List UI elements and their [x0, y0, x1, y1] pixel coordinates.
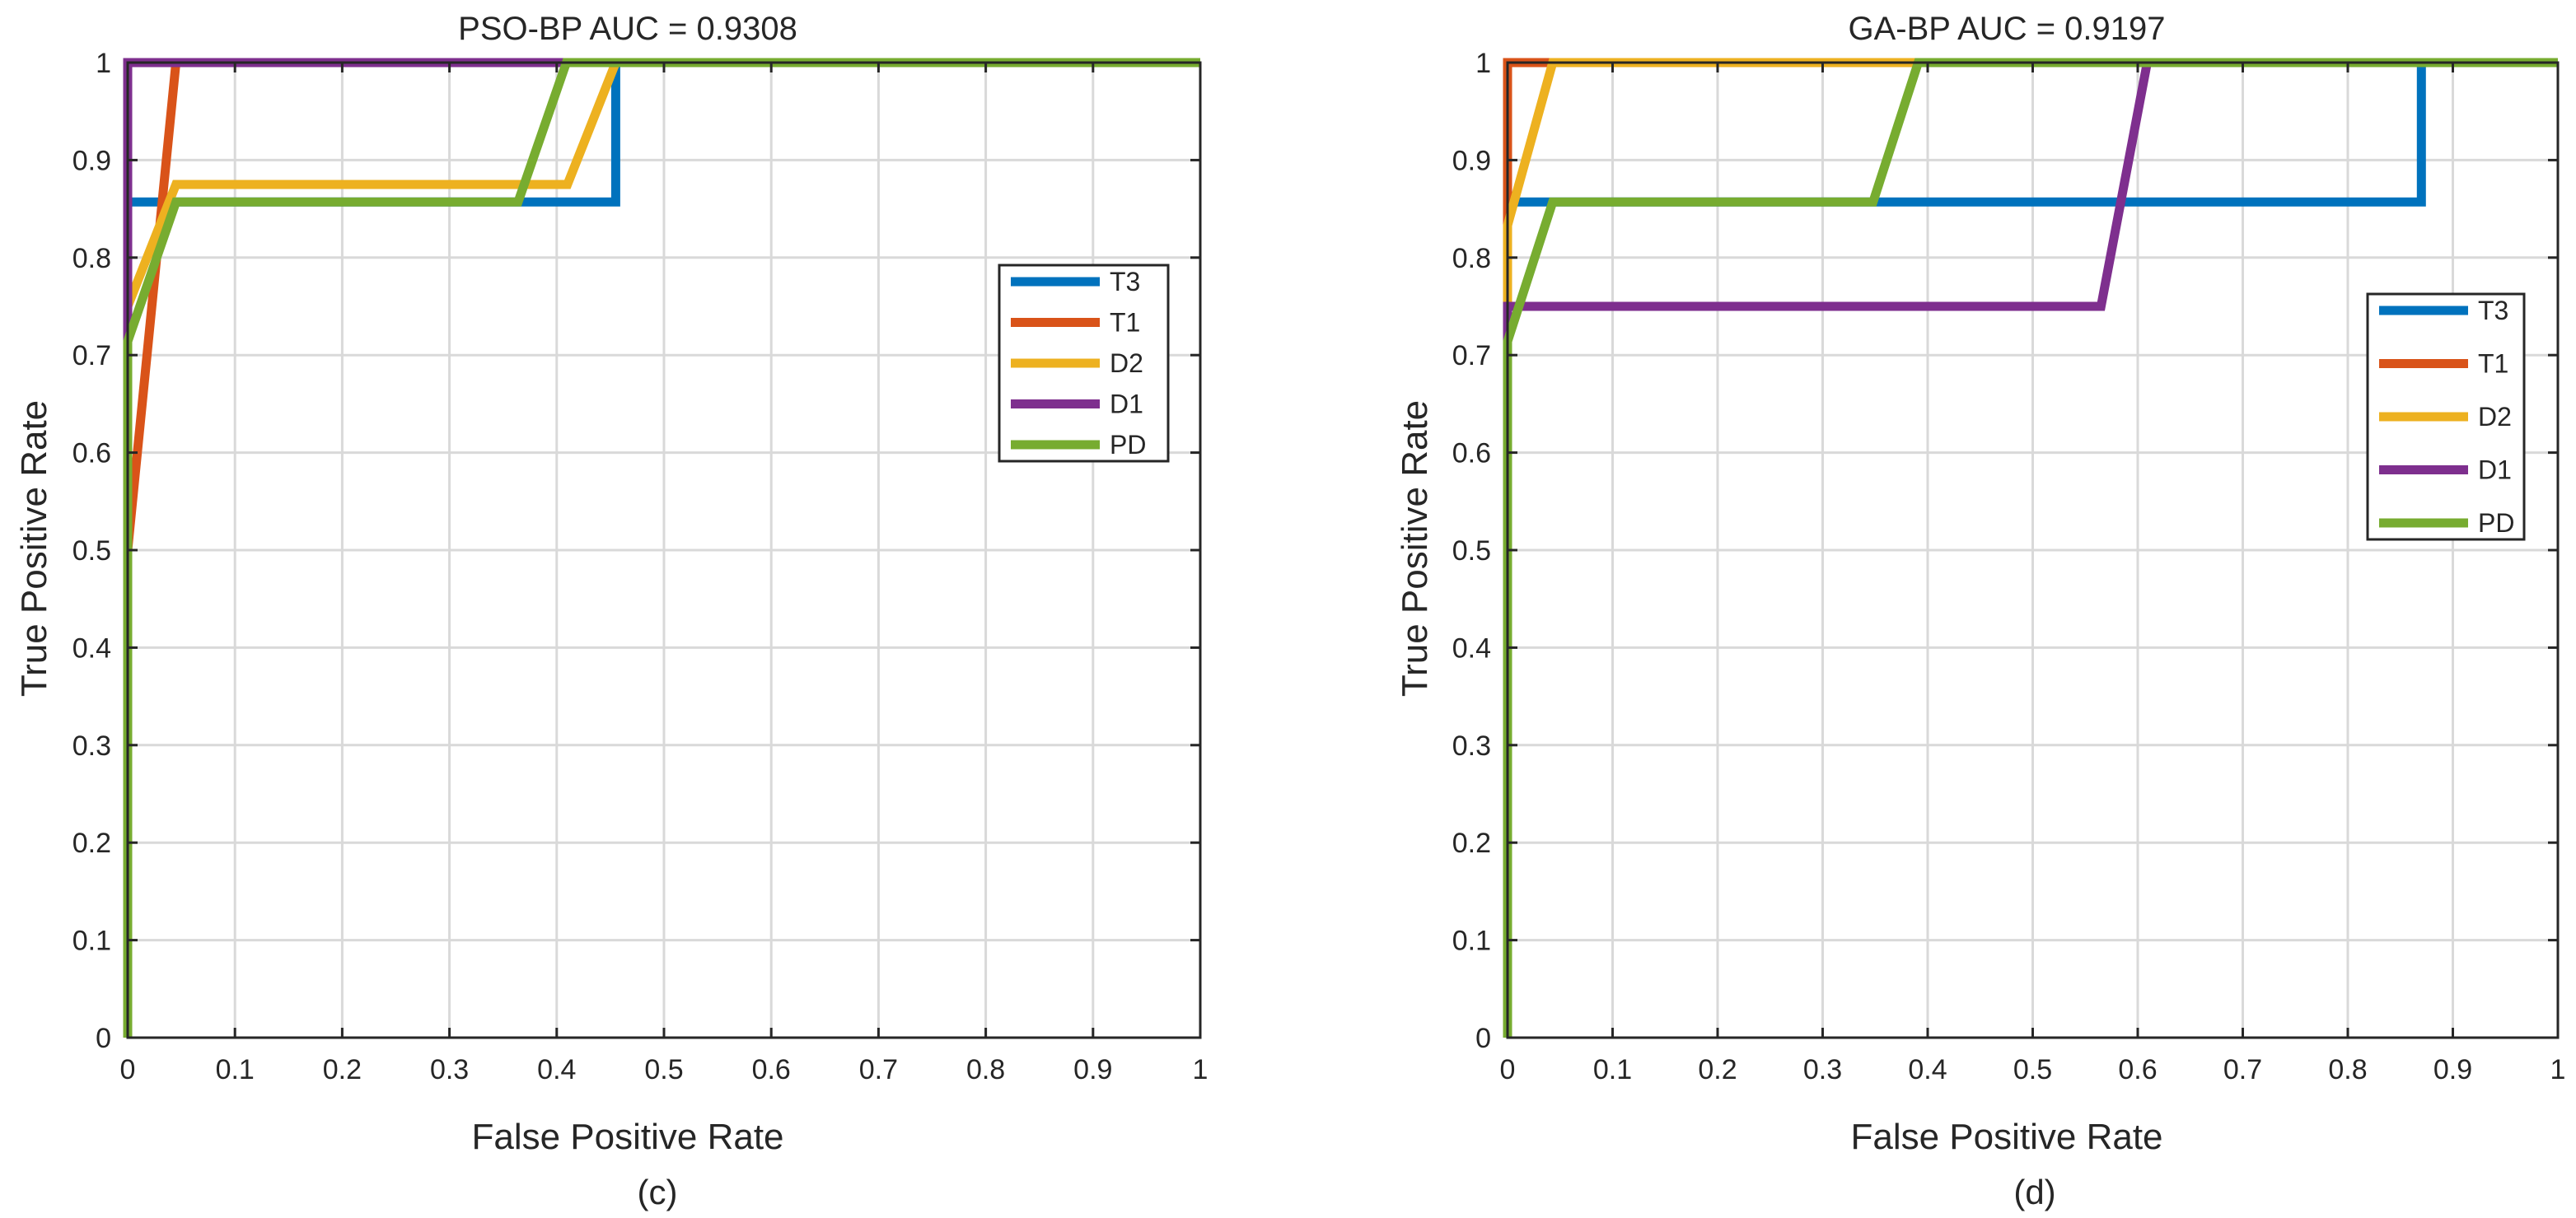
- x-tick-label: 0.4: [537, 1054, 576, 1085]
- x-tick-label: 1: [1193, 1054, 1209, 1085]
- legend-label-pd: PD: [1110, 430, 1146, 460]
- legend: T3 T1 D2 D1 PD: [2366, 292, 2526, 541]
- subfigure-caption: (d): [2013, 1173, 2055, 1211]
- x-tick-label: 0: [120, 1054, 136, 1085]
- subfigure-caption: (c): [638, 1173, 678, 1211]
- x-tick-label: 0.8: [966, 1054, 1005, 1085]
- chart-title: PSO-BP AUC = 0.9308: [458, 11, 797, 47]
- y-tick-label: 0: [1475, 1023, 1491, 1054]
- x-tick-label: 0.1: [1593, 1054, 1632, 1085]
- roc-chart-pso-bp: PSO-BP AUC = 0.9308 False Positive Rate …: [14, 11, 1208, 1211]
- x-tick-label: 0.6: [2118, 1054, 2157, 1085]
- y-tick-label: 0.5: [1452, 535, 1491, 567]
- x-tick-label: 0.5: [2013, 1054, 2052, 1085]
- x-tick-label: 0.2: [323, 1054, 362, 1085]
- y-tick-label: 0.7: [1452, 340, 1491, 371]
- y-tick-label: 0.5: [72, 535, 111, 567]
- legend-label-t3: T3: [2478, 296, 2508, 325]
- y-tick-label: 1: [1475, 48, 1491, 79]
- x-tick-label: 0.1: [216, 1054, 255, 1085]
- chart-title: GA-BP AUC = 0.9197: [1848, 11, 2165, 47]
- y-tick-label: 0.6: [72, 438, 111, 469]
- legend: T3 T1 D2 D1 PD: [998, 264, 1170, 463]
- y-tick-label: 0.8: [1452, 243, 1491, 274]
- x-tick-label: 0.3: [1803, 1054, 1842, 1085]
- y-tick-label: 0.3: [72, 730, 111, 762]
- x-axis-label: False Positive Rate: [471, 1117, 783, 1157]
- x-tick-label: 0.8: [2328, 1054, 2367, 1085]
- legend-label-d2: D2: [2478, 402, 2512, 432]
- legend-label-t3: T3: [1110, 267, 1140, 296]
- x-tick-label: 0.5: [644, 1054, 683, 1085]
- y-tick-label: 0.9: [1452, 145, 1491, 176]
- x-tick-label: 1: [2550, 1054, 2566, 1085]
- y-tick-label: 1: [96, 48, 111, 79]
- x-tick-label: 0.7: [2223, 1054, 2262, 1085]
- x-tick-label: 0.2: [1698, 1054, 1737, 1085]
- y-tick-label: 0.3: [1452, 730, 1491, 762]
- legend-label-pd: PD: [2478, 508, 2514, 538]
- y-tick-label: 0.8: [72, 243, 111, 274]
- legend-label-d2: D2: [1110, 348, 1143, 378]
- y-tick-label: 0: [96, 1023, 111, 1054]
- y-tick-label: 0.4: [72, 632, 111, 664]
- legend-label-t1: T1: [1110, 308, 1140, 338]
- x-tick-label: 0.6: [752, 1054, 791, 1085]
- x-tick-label: 0.9: [2433, 1054, 2472, 1085]
- y-tick-label: 0.9: [72, 145, 111, 176]
- y-tick-label: 0.7: [72, 340, 111, 371]
- y-axis-label: True Positive Rate: [1395, 400, 1435, 697]
- roc-chart-ga-bp: GA-BP AUC = 0.9197 False Positive Rate T…: [1395, 11, 2565, 1211]
- y-tick-label: 0.1: [72, 926, 111, 957]
- x-tick-label: 0: [1500, 1054, 1516, 1085]
- legend-label-d1: D1: [2478, 455, 2512, 485]
- y-axis-label: True Positive Rate: [14, 400, 54, 697]
- x-tick-label: 0.7: [859, 1054, 898, 1085]
- legend-label-t1: T1: [2478, 349, 2508, 379]
- x-tick-label: 0.4: [1908, 1054, 1947, 1085]
- y-tick-label: 0.1: [1452, 926, 1491, 957]
- x-axis-label: False Positive Rate: [1850, 1117, 2162, 1157]
- x-tick-label: 0.3: [430, 1054, 469, 1085]
- y-tick-label: 0.4: [1452, 632, 1491, 664]
- y-tick-label: 0.2: [72, 828, 111, 859]
- x-tick-label: 0.9: [1073, 1054, 1112, 1085]
- y-tick-label: 0.6: [1452, 438, 1491, 469]
- y-tick-label: 0.2: [1452, 828, 1491, 859]
- legend-label-d1: D1: [1110, 390, 1143, 419]
